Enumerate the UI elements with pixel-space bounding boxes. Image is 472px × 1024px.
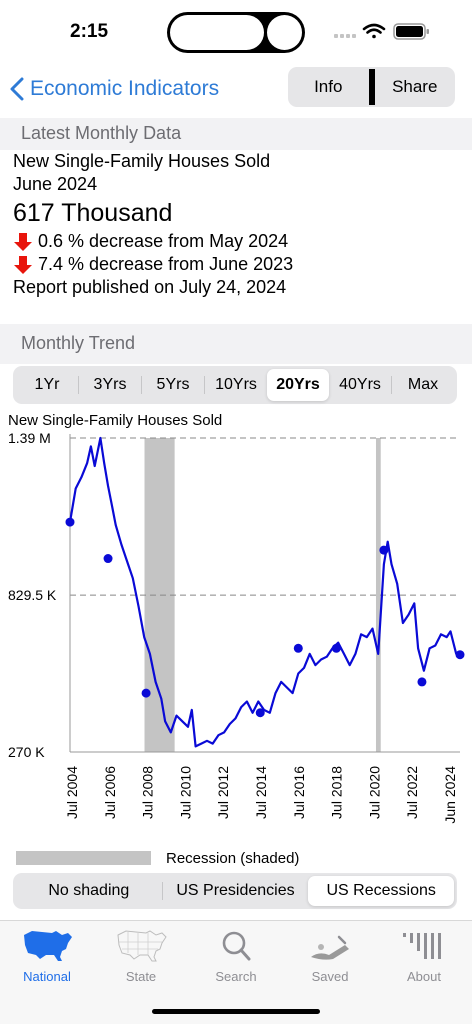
recession-band bbox=[375, 438, 381, 752]
x-tick-label: Jul 2022 bbox=[404, 766, 420, 819]
tab-saved[interactable]: Saved bbox=[283, 921, 377, 991]
x-tick-label: Jul 2012 bbox=[215, 766, 231, 819]
about-icon bbox=[403, 933, 441, 959]
series-title: New Single-Family Houses Sold bbox=[13, 151, 271, 171]
tab-national-label: National bbox=[23, 969, 71, 984]
home-indicator bbox=[152, 1009, 320, 1014]
x-tick-label: Jul 2014 bbox=[253, 766, 269, 819]
y-tick-label: 270 K bbox=[8, 744, 45, 760]
status-bar: 2:15 bbox=[0, 0, 472, 62]
shading-separator bbox=[161, 882, 163, 900]
tab-about-label: About bbox=[407, 969, 441, 984]
chart-title: New Single-Family Houses Sold bbox=[8, 412, 222, 429]
trend-section-header: Monthly Trend bbox=[0, 324, 472, 364]
recession-band bbox=[144, 438, 175, 752]
x-tick-label: Jul 2008 bbox=[140, 766, 156, 819]
latest-value: 617 Thousand bbox=[13, 199, 173, 227]
status-icons bbox=[334, 23, 429, 40]
range-20yrs[interactable]: 20Yrs bbox=[267, 369, 329, 401]
battery-icon bbox=[393, 23, 429, 40]
range-3yrs[interactable]: 3Yrs bbox=[93, 376, 127, 393]
info-button[interactable]: Info bbox=[314, 77, 343, 96]
us-recessions-option[interactable]: US Recessions bbox=[308, 876, 455, 906]
island-dot bbox=[267, 15, 302, 50]
data-point bbox=[141, 688, 151, 698]
change-month: 0.6 % decrease from May 2024 bbox=[38, 231, 289, 251]
data-point bbox=[65, 517, 75, 527]
x-tick-label: Jul 2018 bbox=[329, 766, 345, 819]
chevron-left-icon bbox=[10, 77, 24, 101]
x-tick-label: Jul 2004 bbox=[64, 766, 80, 819]
navigation-bar: Economic Indicators Info Share bbox=[0, 62, 472, 118]
back-label: Economic Indicators bbox=[30, 77, 220, 100]
y-tick-label: 1.39 M bbox=[8, 430, 51, 446]
status-time: 2:15 bbox=[70, 21, 109, 42]
range-separator bbox=[204, 376, 205, 394]
data-point bbox=[417, 677, 427, 687]
state-map-icon bbox=[117, 930, 167, 962]
back-button[interactable]: Economic Indicators bbox=[10, 74, 219, 104]
series-line bbox=[68, 436, 461, 748]
info-share-control: Info Share bbox=[288, 67, 455, 107]
range-separator bbox=[391, 376, 392, 394]
x-tick-label: Jul 2016 bbox=[291, 766, 307, 819]
data-point bbox=[293, 643, 303, 653]
shading-control: No shading US Presidencies US Recessions bbox=[13, 873, 457, 909]
range-control: 1Yr 3Yrs 5Yrs 10Yrs 20Yrs 40Yrs Max bbox=[13, 366, 457, 404]
latest-data: New Single-Family Houses Sold June 2024 … bbox=[13, 150, 463, 299]
range-separator bbox=[78, 376, 79, 394]
tab-about[interactable]: About bbox=[377, 921, 471, 991]
tab-state-label: State bbox=[125, 969, 157, 984]
chart-legend: Recession (shaded) bbox=[16, 849, 456, 869]
tab-search[interactable]: Search bbox=[189, 921, 283, 991]
change-month-row: 0.6 % decrease from May 2024 bbox=[13, 230, 463, 253]
down-arrow-icon bbox=[14, 232, 32, 251]
data-point bbox=[379, 545, 389, 555]
tab-search-label: Search bbox=[215, 969, 257, 984]
tab-bar: National State Search Saved bbox=[0, 920, 472, 1024]
x-tick-label: Jul 2006 bbox=[102, 766, 118, 819]
range-1yr[interactable]: 1Yr bbox=[34, 376, 60, 393]
data-point bbox=[455, 650, 465, 660]
range-max[interactable]: Max bbox=[407, 376, 439, 393]
tab-national[interactable]: National bbox=[0, 921, 94, 991]
published: Report published on July 24, 2024 bbox=[13, 277, 287, 297]
range-5yrs[interactable]: 5Yrs bbox=[156, 376, 190, 393]
change-year-row: 7.4 % decrease from June 2023 bbox=[13, 253, 463, 276]
us-presidencies-option[interactable]: US Presidencies bbox=[176, 882, 295, 899]
no-shading-option[interactable]: No shading bbox=[48, 882, 130, 899]
data-point bbox=[255, 708, 265, 718]
cellular-icon bbox=[334, 34, 356, 38]
trend-chart: New Single-Family Houses Sold 1.39 M 829.… bbox=[8, 412, 465, 824]
search-icon bbox=[222, 931, 251, 961]
wifi-icon bbox=[362, 23, 386, 39]
saved-icon bbox=[311, 935, 349, 960]
share-button[interactable]: Share bbox=[392, 77, 438, 96]
period: June 2024 bbox=[13, 174, 98, 194]
island-pill bbox=[170, 15, 264, 50]
recession-legend-label: Recession (shaded) bbox=[166, 850, 300, 867]
down-arrow-icon bbox=[14, 255, 32, 274]
range-10yrs[interactable]: 10Yrs bbox=[215, 376, 257, 393]
recession-swatch bbox=[16, 851, 151, 865]
data-point bbox=[103, 554, 113, 564]
dynamic-island bbox=[167, 12, 305, 53]
tab-saved-label: Saved bbox=[311, 969, 349, 984]
x-tick-label: Jul 2010 bbox=[177, 766, 193, 819]
tab-state[interactable]: State bbox=[94, 921, 188, 991]
y-tick-label: 829.5 K bbox=[8, 587, 57, 603]
us-map-icon bbox=[24, 931, 72, 961]
x-tick-label: Jul 2020 bbox=[366, 766, 382, 819]
data-point bbox=[331, 643, 341, 653]
change-year: 7.4 % decrease from June 2023 bbox=[38, 254, 294, 274]
range-separator bbox=[141, 376, 142, 394]
range-40yrs[interactable]: 40Yrs bbox=[339, 376, 381, 393]
latest-section-header: Latest Monthly Data bbox=[0, 118, 472, 150]
x-tick-label: Jun 2024 bbox=[442, 766, 458, 824]
segment-divider bbox=[368, 69, 375, 105]
